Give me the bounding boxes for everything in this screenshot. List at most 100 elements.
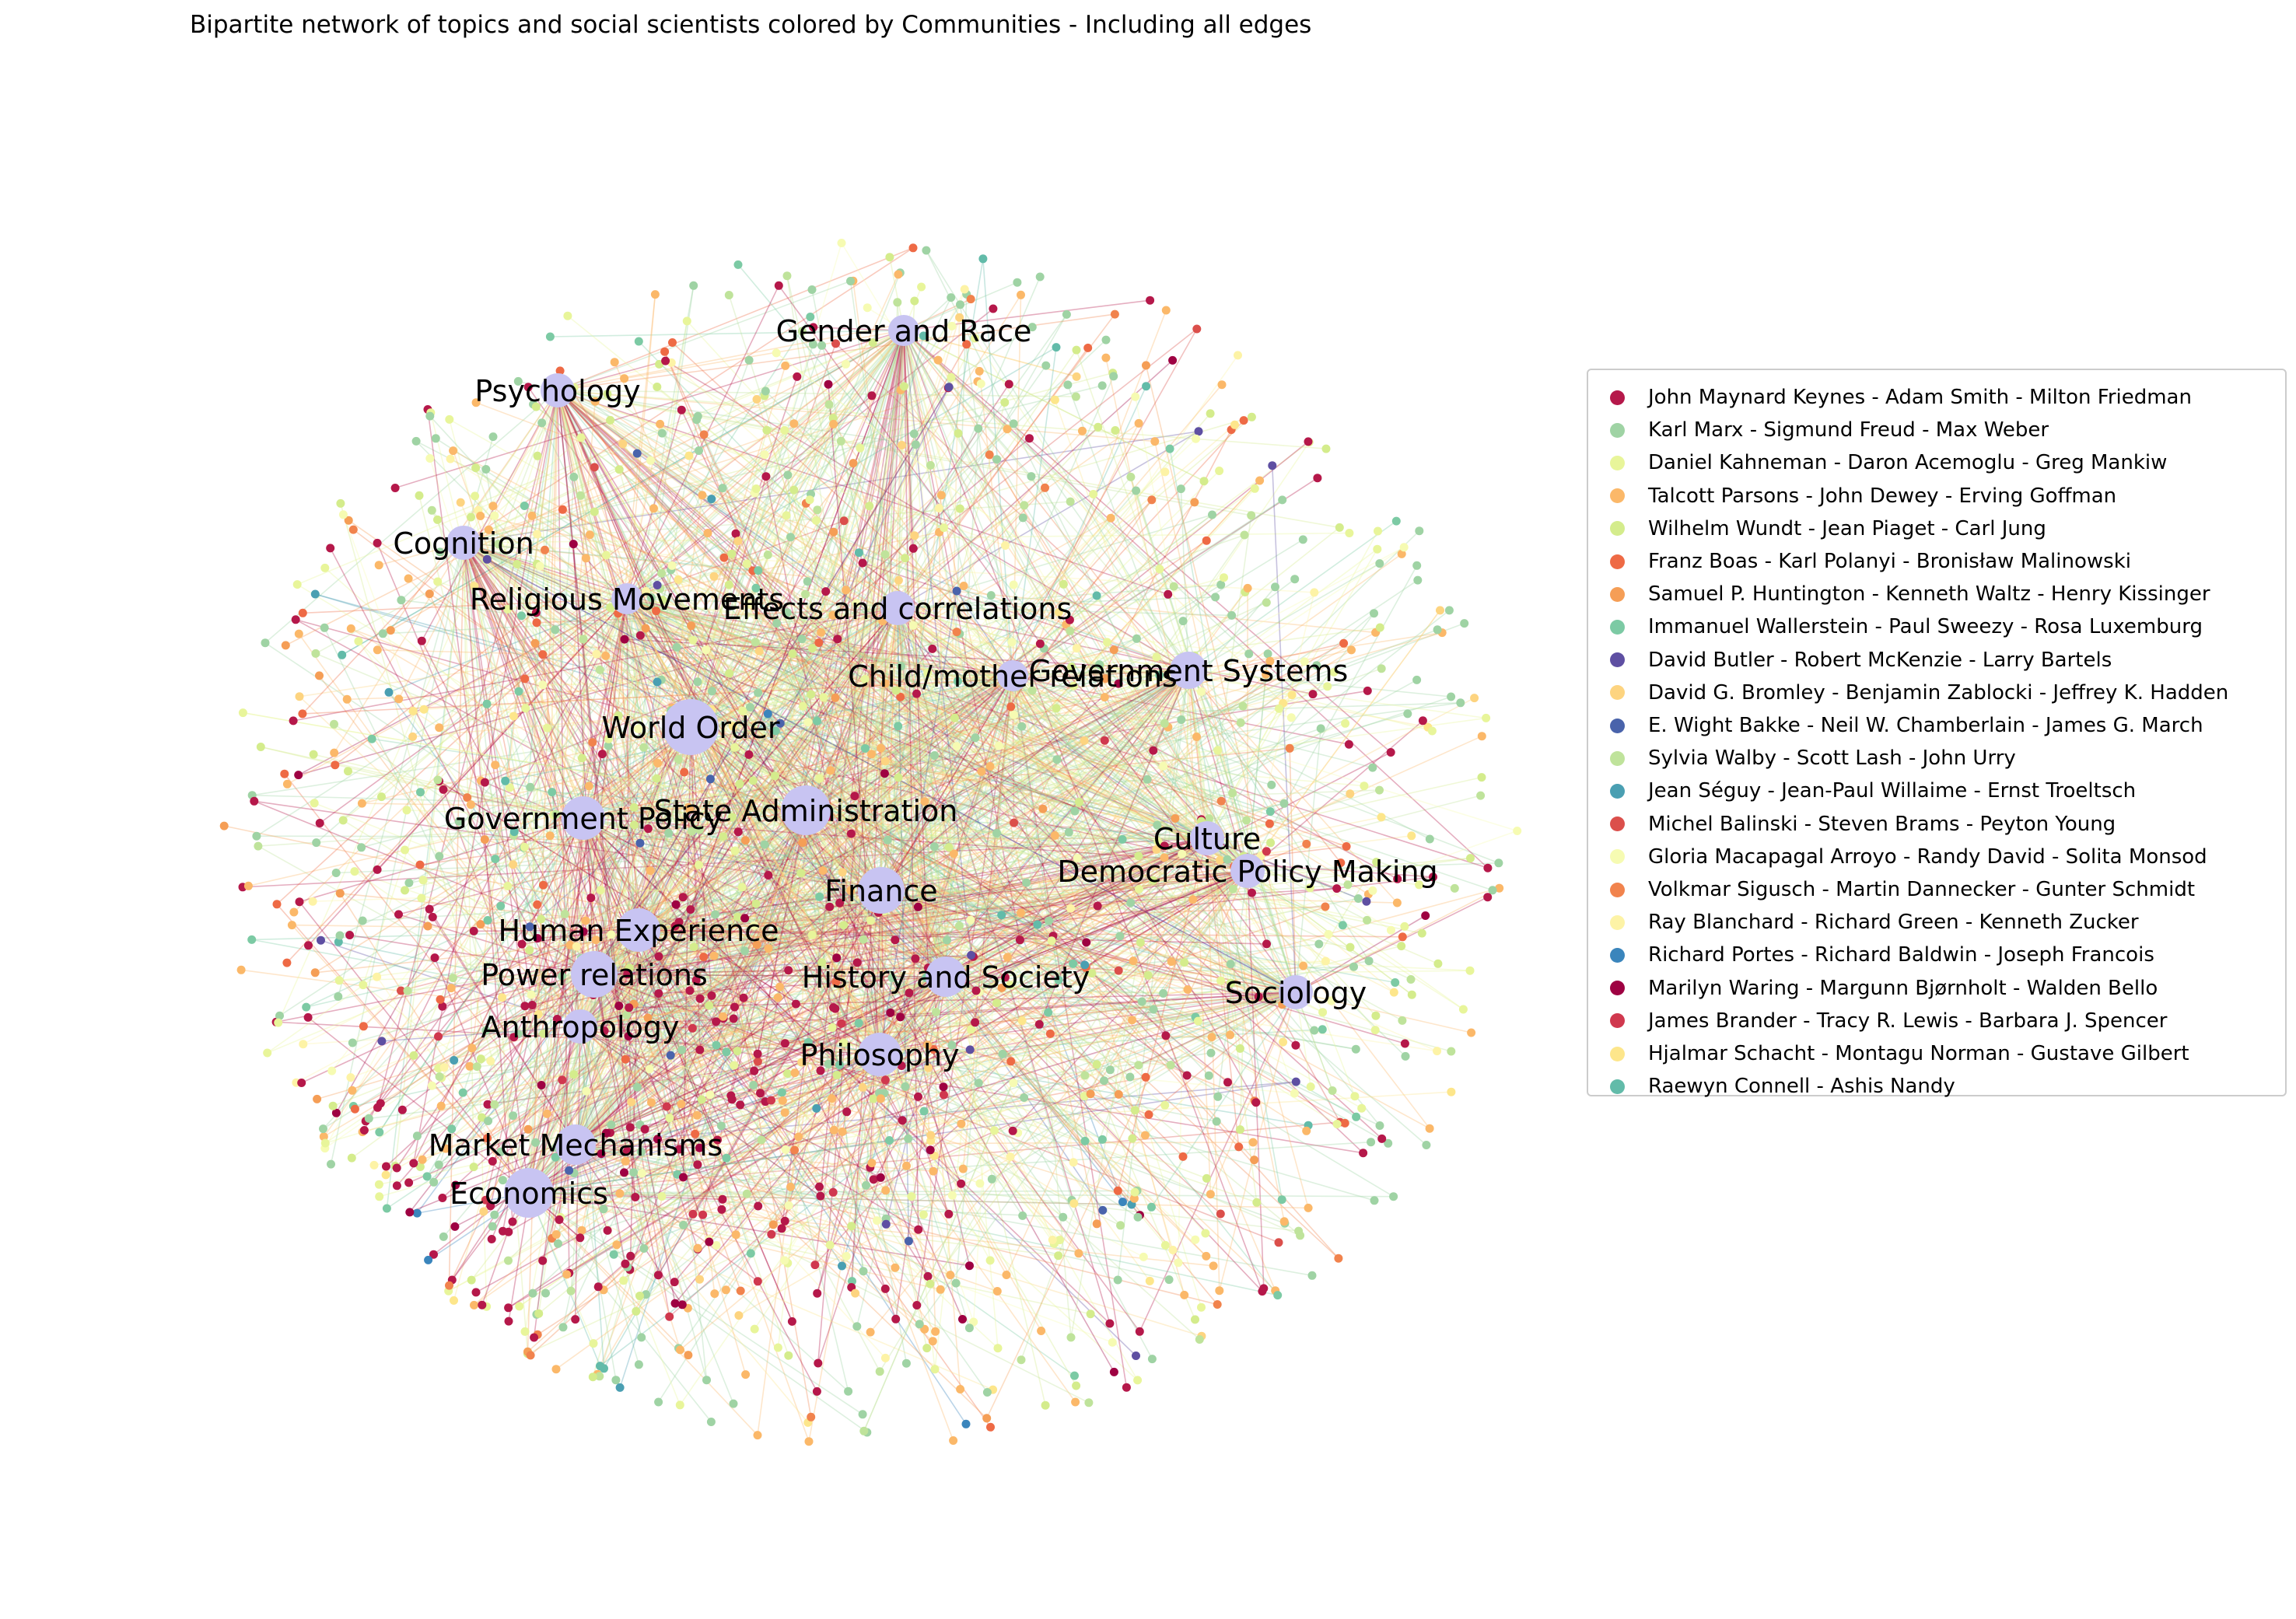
edge [557,390,747,841]
edge [1013,423,1189,671]
edge [440,817,584,1107]
scientist-node [718,1194,727,1204]
legend-label: Sylvia Walby - Scott Lash - John Urry [1648,747,2016,771]
scientist-node [1147,1355,1157,1364]
edge [817,509,947,977]
edge [1247,870,1265,1289]
scientist-node [503,604,513,614]
scientist-node [576,433,586,442]
edge [761,670,1189,1141]
edge [805,335,925,811]
edge [319,598,628,824]
scientist-node [787,1317,796,1326]
scientist-node [633,724,642,733]
scientist-node [621,1259,630,1268]
edge [1289,748,1297,993]
edge [528,1049,971,1194]
edge [879,838,1123,1055]
edge [945,976,1119,1096]
scientist-node [1045,1029,1055,1038]
edge [981,675,1013,772]
scientist-node [294,771,303,780]
edge [793,489,947,977]
edge [690,726,1364,787]
edge [669,837,1208,1317]
scientist-node [709,951,719,960]
edge [633,870,1248,1173]
edge [690,363,847,728]
scientist-node [392,1163,401,1173]
edge [485,837,1208,841]
edge [442,837,1208,1007]
scientist-node [805,495,814,505]
scientist-node [450,1296,458,1305]
scientist-node [646,456,655,465]
edge [681,330,905,1105]
edge [543,675,1013,886]
scientist-node [842,586,851,595]
edge [593,846,950,975]
scientist-node [1033,920,1042,929]
edge [303,598,628,614]
edge [593,974,754,1086]
scientist-node [1398,1016,1407,1025]
scientist-node [1192,434,1200,443]
scientist-node [358,916,367,925]
scientist-node [478,1113,486,1122]
scientist-node [537,914,546,924]
scientist-node [880,1353,890,1362]
scientist-node [274,1018,283,1027]
scientist-node [705,1001,714,1010]
scientist-node [697,1095,706,1104]
edge [463,542,1086,966]
scientist-node [807,285,817,294]
scientist-node [1160,719,1169,728]
scientist-node [835,1061,844,1069]
edge [996,675,1013,834]
edge [880,631,1376,891]
scientist-node [1308,690,1318,699]
scientist-node [637,1333,646,1342]
scientist-node [750,921,759,930]
scientist-node [750,1066,759,1075]
legend-item: Sylvia Walby - Scott Lash - John Urry [1610,742,2016,775]
edge [628,991,1297,1009]
edge [679,675,1013,750]
edge [606,837,1208,1134]
edge [1295,991,1472,1033]
scientist-node [1015,935,1024,945]
edge [508,837,1208,1309]
scientist-node [439,785,448,794]
edge [974,337,1189,671]
edge [323,974,595,1138]
edge [1209,991,1297,1195]
scientist-node [1017,908,1025,918]
edge [690,726,841,1065]
edge [626,598,1272,786]
edge [1012,675,1074,1163]
edge [897,349,1077,609]
scientist-node [657,1192,667,1201]
scientist-node [923,1271,933,1281]
edge [880,526,1340,891]
scientist-node [374,1180,383,1189]
scientist-node [1447,1047,1456,1056]
scientist-node [730,1002,739,1012]
scientist-node [666,1051,675,1060]
edge [404,675,1013,851]
scientist-node [807,690,816,699]
scientist-node [1340,1118,1349,1128]
scientist-node [354,637,363,646]
edge [818,642,882,891]
scientist-node [796,869,806,878]
scientist-node [537,1081,546,1089]
edge [786,275,882,891]
scientist-node [959,582,968,590]
edge [679,870,1248,1351]
scientist-node [881,1186,891,1195]
scientist-node [859,1267,868,1276]
edge [647,870,1248,1019]
scientist-node [1488,886,1497,895]
edge [786,275,947,977]
edge [341,330,905,656]
